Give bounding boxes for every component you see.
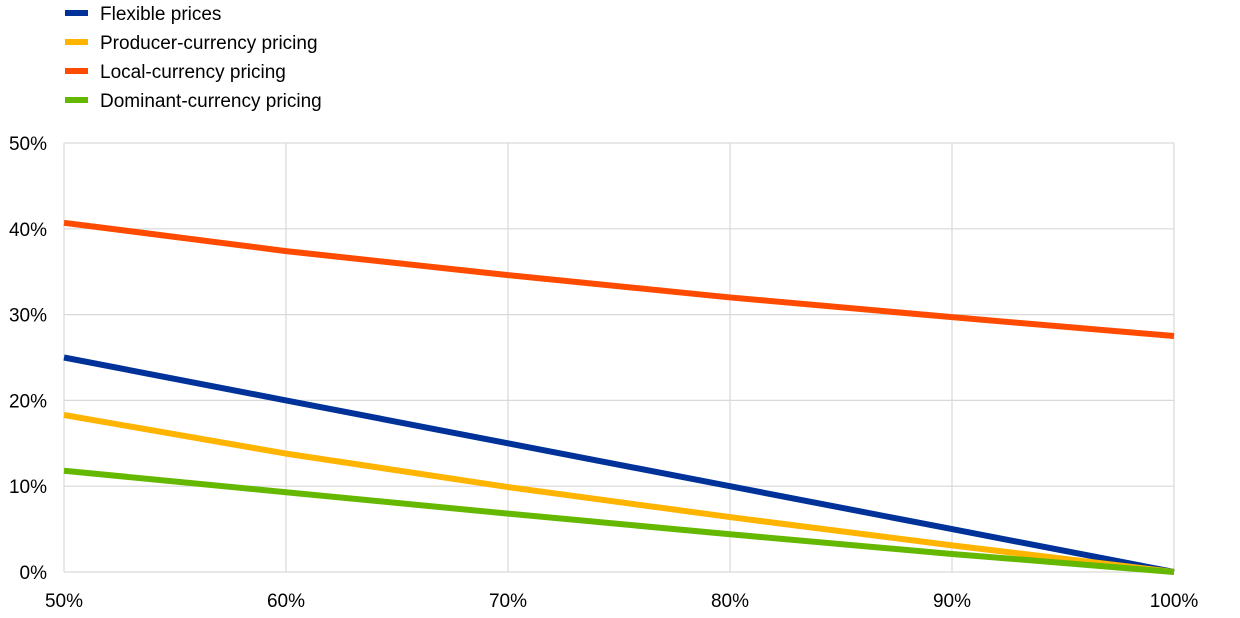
legend-label: Dominant-currency pricing: [100, 91, 322, 112]
gridlines: [63, 142, 1175, 573]
legend-swatch: [65, 39, 88, 45]
legend-swatch: [65, 97, 88, 103]
series-line-producer-currency-pricing: [63, 412, 1175, 575]
y-tick-label: 30%: [9, 306, 47, 327]
y-tick-label: 50%: [9, 134, 47, 155]
y-tick-label: 40%: [9, 220, 47, 241]
x-tick-label: 100%: [1150, 591, 1199, 612]
series-line-dominant-currency-pricing: [63, 467, 1175, 575]
x-tick-label: 60%: [267, 591, 305, 612]
y-tick-label: 0%: [20, 563, 48, 584]
y-tick-label: 10%: [9, 477, 47, 498]
series-lines: [63, 219, 1175, 575]
y-axis: 0% 10% 20% 30% 40% 50%: [9, 134, 47, 584]
series-line-flexible-prices: [63, 354, 1175, 575]
series-line-local-currency-pricing: [63, 219, 1175, 340]
x-axis: 50% 60% 70% 80% 90% 100%: [45, 591, 1198, 612]
legend-swatch: [65, 68, 88, 74]
x-tick-label: 70%: [489, 591, 527, 612]
legend-label: Producer-currency pricing: [100, 33, 318, 54]
y-tick-label: 20%: [9, 391, 47, 412]
legend: Flexible prices Producer-currency pricing…: [65, 4, 322, 112]
x-tick-label: 80%: [711, 591, 749, 612]
x-tick-label: 90%: [933, 591, 971, 612]
x-tick-label: 50%: [45, 591, 83, 612]
legend-swatch: [65, 10, 88, 16]
legend-label: Local-currency pricing: [100, 62, 286, 83]
legend-label: Flexible prices: [100, 4, 221, 25]
